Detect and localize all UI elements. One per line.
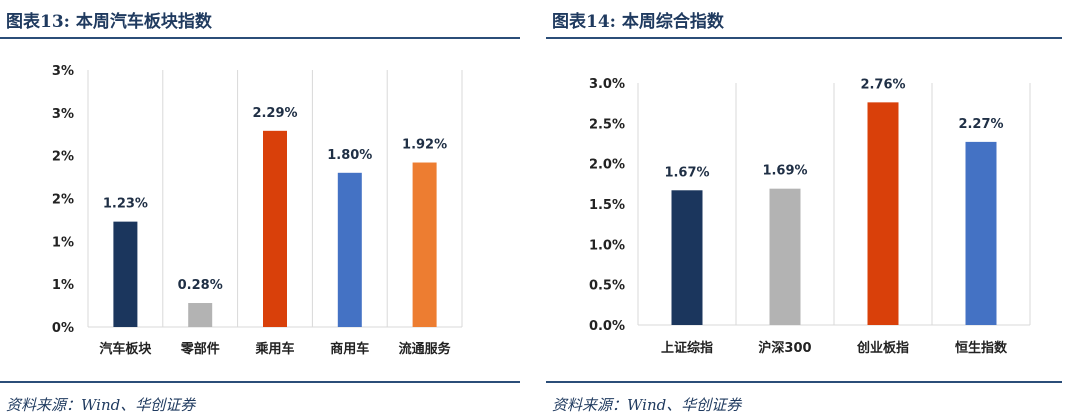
y-tick-label: 1%	[52, 235, 74, 250]
data-label: 0.28%	[178, 278, 223, 293]
data-label: 1.92%	[402, 138, 447, 153]
right-source-note: 资料来源：Wind、华创证券	[552, 396, 742, 414]
y-tick-label: 2%	[52, 150, 74, 165]
bar-2	[769, 188, 801, 325]
right-top-rule	[546, 37, 1062, 39]
bar-1	[671, 190, 703, 325]
category-label: 恒生指数	[955, 340, 1008, 356]
y-tick-label: 2%	[52, 193, 74, 208]
bar-3	[263, 130, 287, 327]
category-label: 沪深300	[758, 340, 811, 356]
data-label: 1.69%	[762, 164, 807, 179]
bar-5	[412, 162, 437, 327]
y-tick-label: 3%	[52, 64, 74, 79]
y-tick-label: 1%	[52, 278, 74, 293]
left-bottom-rule	[0, 381, 520, 383]
y-tick-label: 2.0%	[589, 158, 625, 173]
left-chart-panel: 图表13: 本周汽车板块指数 0% 1% 1% 2% 2% 3% 3% 1.23% 汽车板块 0.…	[0, 0, 520, 418]
bar-2	[188, 303, 213, 327]
left-source-note: 资料来源：Wind、华创证券	[6, 396, 196, 414]
right-bottom-rule	[546, 381, 1062, 383]
bar-3	[867, 102, 899, 325]
y-tick-label: 0.5%	[589, 279, 625, 294]
right-chart-title: 图表14: 本周综合指数	[552, 12, 724, 32]
data-label: 2.27%	[958, 117, 1003, 132]
data-label: 1.67%	[664, 165, 709, 180]
data-label: 2.76%	[860, 77, 905, 92]
category-label: 商用车	[330, 341, 369, 357]
left-top-rule	[0, 37, 520, 39]
data-label: 1.80%	[327, 148, 372, 163]
y-tick-label: 0%	[52, 321, 74, 336]
data-label: 2.29%	[252, 106, 297, 121]
y-tick-label: 1.0%	[589, 238, 625, 253]
left-chart-title: 图表13: 本周汽车板块指数	[6, 12, 212, 32]
y-tick-label: 1.5%	[589, 198, 625, 213]
y-tick-label: 2.5%	[589, 117, 625, 132]
bar-1	[113, 221, 138, 327]
category-label: 乘用车	[254, 341, 294, 357]
bar-4	[337, 172, 362, 327]
y-tick-label: 0.0%	[589, 319, 625, 334]
bar-4	[965, 141, 997, 325]
right-bar-chart: 0.0% 0.5% 1.0% 1.5% 2.0% 2.5% 3.0% 1.67% 上证综指 1.6…	[589, 77, 1031, 356]
category-label: 零部件	[180, 341, 220, 357]
category-label: 创业板指	[856, 340, 909, 356]
category-label: 上证综指	[661, 340, 713, 356]
data-label: 1.23%	[103, 197, 148, 212]
category-label: 流通服务	[399, 341, 452, 357]
y-tick-label: 3.0%	[589, 77, 625, 92]
y-tick-label: 3%	[52, 107, 74, 122]
left-bar-chart: 0% 1% 1% 2% 2% 3% 3% 1.23% 汽车板块 0.28% 零部件 2.29% 乘用车 1…	[52, 64, 463, 357]
right-chart-panel: 图表14: 本周综合指数 0.0% 0.5% 1.0% 1.5% 2.0% 2.5% 3.0…	[546, 0, 1062, 418]
category-label: 汽车板块	[99, 341, 152, 357]
